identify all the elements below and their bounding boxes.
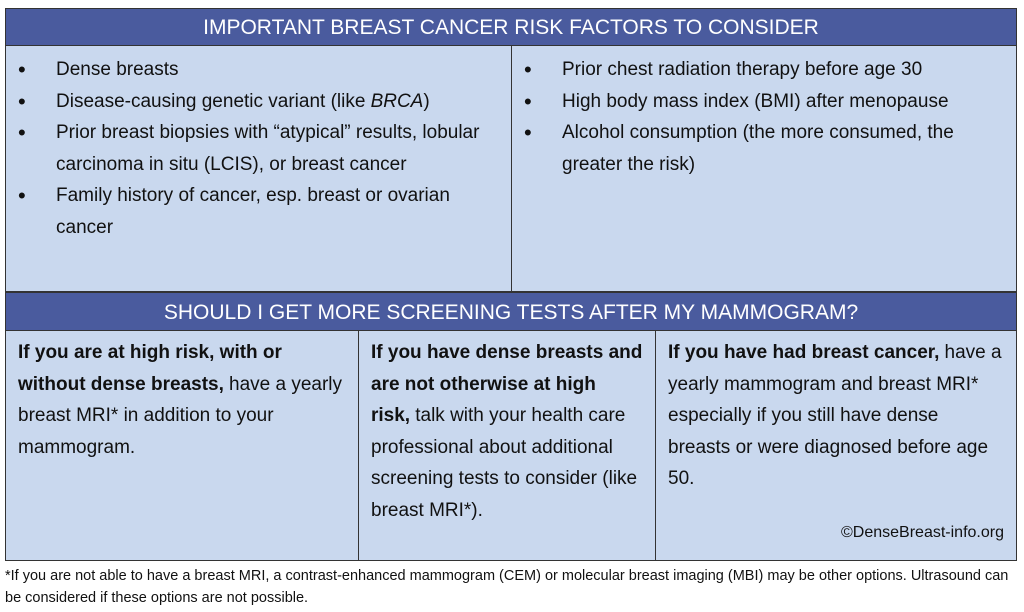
risk-table: IMPORTANT BREAST CANCER RISK FACTORS TO … xyxy=(5,8,1017,561)
item-tail: ) xyxy=(423,90,430,112)
risk-item: Prior chest radiation therapy before age… xyxy=(512,54,1016,86)
risk-column: Dense breasts Disease-causing genetic va… xyxy=(6,46,512,291)
item-text: High body mass index (BMI) after menopau… xyxy=(562,90,949,112)
risk-item: Prior breast biopsies with “atypical” re… xyxy=(6,117,511,180)
risk-item: Family history of cancer, esp. breast or… xyxy=(6,180,511,243)
risk-item: Alcohol consumption (the more consumed, … xyxy=(512,117,1016,180)
risk-item: Dense breasts xyxy=(6,54,511,86)
advice-cell: If you have had breast cancer, have a yea… xyxy=(656,331,1016,560)
advice-text: talk with your health care professional … xyxy=(371,405,638,521)
risk-item: High body mass index (BMI) after menopau… xyxy=(512,86,1016,118)
item-text: Alcohol consumption (the more consumed, … xyxy=(562,122,954,175)
risk-item: Disease-causing genetic variant (likeBRC… xyxy=(6,86,511,118)
item-text: Family history of cancer, esp. breast or… xyxy=(56,185,450,238)
section-title: IMPORTANT BREAST CANCER RISK FACTORS TO … xyxy=(6,9,1016,46)
advice-lead: If you are at high risk, with or without… xyxy=(18,342,282,395)
item-text: Disease-causing genetic variant (like xyxy=(56,90,366,112)
risk-column: Prior chest radiation therapy before age… xyxy=(512,46,1016,291)
advice-lead: If you have had breast cancer, xyxy=(668,342,940,363)
item-italic: BRCA xyxy=(370,90,424,112)
section-title: SHOULD I GET MORE SCREENING TESTS AFTER … xyxy=(6,291,1016,331)
item-text: Prior breast biopsies with “atypical” re… xyxy=(56,122,480,175)
advice-cell: If you are at high risk, with or without… xyxy=(6,331,359,560)
item-text: Dense breasts xyxy=(56,59,179,80)
footnote: *If you are not able to have a breast MR… xyxy=(5,568,1009,606)
advice-lead: If you have dense breasts and are not ot… xyxy=(371,342,643,426)
advice-cell: If you have dense breasts and are not ot… xyxy=(359,331,656,560)
advice-text: have a yearly mammogram and breast MRI* … xyxy=(668,342,1002,489)
item-text: Prior chest radiation therapy before age… xyxy=(562,59,923,80)
credit: ©DenseBreast-info.org xyxy=(841,523,1004,541)
advice-text: have a yearly breast MRI* in addition to… xyxy=(18,373,343,458)
